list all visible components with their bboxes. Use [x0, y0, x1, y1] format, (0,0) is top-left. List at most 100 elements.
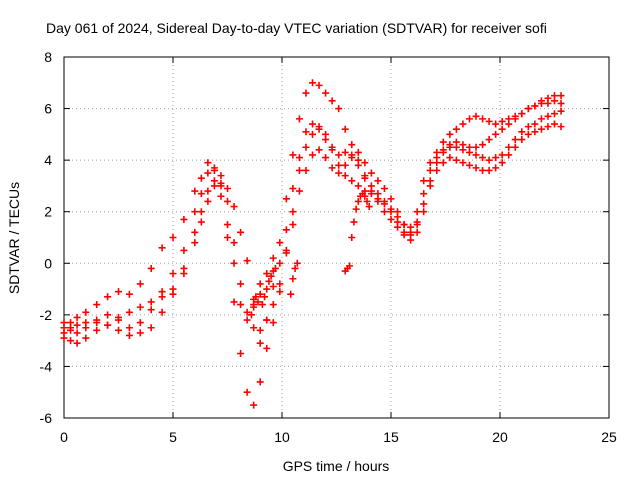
x-tick-label: 10: [274, 429, 290, 445]
series-4: [60, 107, 565, 347]
data-point: [361, 192, 369, 200]
data-point: [115, 288, 122, 296]
data-point: [452, 143, 460, 151]
data-point: [459, 159, 467, 167]
data-point: [254, 298, 262, 306]
data-point: [250, 303, 258, 311]
data-point: [354, 197, 362, 205]
data-point: [446, 154, 454, 162]
data-point: [413, 228, 421, 236]
data-point: [413, 221, 421, 229]
data-point: [191, 239, 199, 247]
data-point: [302, 166, 310, 174]
data-point: [197, 174, 205, 182]
data-point: [328, 164, 336, 172]
data-point: [465, 115, 473, 123]
data-point: [551, 120, 558, 128]
data-point: [505, 120, 513, 128]
data-point: [322, 89, 330, 97]
data-point: [492, 164, 500, 172]
data-point: [169, 285, 177, 293]
data-point: [287, 290, 295, 298]
series-3: [60, 97, 565, 347]
data-point: [210, 164, 218, 172]
data-point: [367, 187, 375, 195]
data-point: [243, 388, 251, 396]
data-point: [210, 177, 218, 185]
data-point: [256, 378, 264, 386]
data-point: [341, 125, 349, 133]
data-point: [335, 105, 343, 113]
data-point: [551, 110, 558, 118]
data-point: [269, 319, 277, 327]
data-point: [256, 339, 264, 347]
data-point: [82, 334, 90, 342]
data-point: [544, 99, 552, 107]
data-point: [354, 148, 362, 156]
data-point: [230, 203, 238, 211]
data-point: [237, 350, 245, 358]
data-point: [420, 208, 428, 216]
data-point: [217, 172, 225, 180]
data-point: [224, 234, 231, 241]
data-point: [269, 254, 277, 262]
data-point: [479, 166, 487, 174]
data-point: [315, 146, 323, 154]
data-point: [243, 316, 251, 324]
data-point: [224, 185, 231, 193]
data-point: [289, 151, 297, 159]
data-point: [276, 259, 284, 267]
data-point: [73, 329, 81, 337]
data-point: [439, 159, 447, 167]
data-point: [472, 164, 480, 172]
data-point: [492, 130, 500, 138]
data-point: [263, 316, 271, 324]
data-point: [125, 290, 133, 298]
data-point: [380, 208, 388, 216]
data-point: [407, 231, 415, 239]
data-point: [204, 169, 212, 177]
data-point: [276, 239, 284, 247]
data-point: [230, 239, 238, 247]
data-point: [465, 161, 473, 169]
data-point: [479, 141, 487, 149]
data-point: [315, 81, 323, 89]
data-point: [557, 92, 565, 100]
data-points: [60, 79, 565, 409]
data-point: [335, 151, 343, 159]
data-point: [125, 324, 133, 332]
data-point: [258, 301, 266, 309]
x-tick-label: 0: [60, 429, 68, 445]
data-point: [354, 182, 362, 190]
data-point: [191, 187, 199, 195]
data-point: [60, 319, 68, 327]
data-point: [295, 166, 303, 174]
data-point: [136, 280, 144, 288]
y-tick-label: 6: [44, 101, 52, 117]
data-point: [350, 218, 358, 226]
data-point: [433, 159, 441, 167]
data-point: [537, 125, 545, 133]
data-point: [335, 169, 343, 177]
data-point: [446, 143, 454, 151]
data-point: [302, 128, 310, 136]
data-point: [479, 115, 487, 123]
data-point: [420, 190, 428, 198]
data-point: [282, 195, 290, 203]
data-point: [93, 319, 101, 327]
data-point: [169, 270, 177, 278]
data-point: [147, 264, 155, 272]
data-point: [256, 290, 264, 298]
data-point: [73, 339, 81, 347]
x-axis-label: GPS time / hours: [283, 458, 390, 474]
data-point: [224, 197, 231, 205]
data-point: [115, 316, 122, 324]
data-point: [67, 324, 75, 332]
data-point: [426, 166, 434, 174]
data-point: [197, 190, 205, 198]
data-point: [485, 117, 493, 125]
data-point: [180, 264, 188, 272]
data-point: [420, 200, 428, 208]
plot-frame: [63, 56, 610, 419]
data-point: [557, 99, 565, 107]
